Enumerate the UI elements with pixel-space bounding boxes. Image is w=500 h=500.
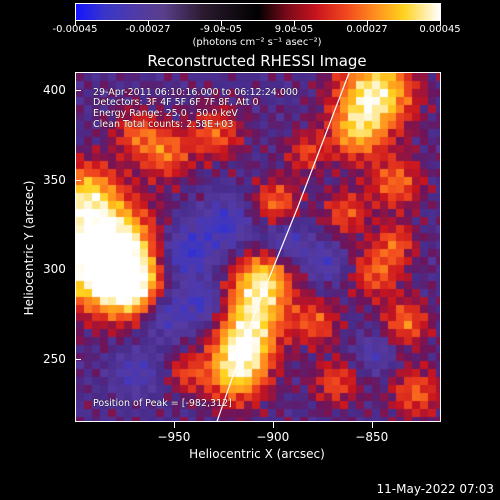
colorbar-tick-label: 0.00027 xyxy=(346,24,388,35)
info-line-detectors: Detectors: 3F 4F 5F 6F 7F 8F, Att 0 xyxy=(93,97,259,108)
y-tick-label: 400 xyxy=(43,82,66,97)
y-tick xyxy=(75,269,81,271)
chart-title: Reconstructed RHESSI Image xyxy=(147,52,367,70)
x-tick-label: −850 xyxy=(355,430,389,444)
info-line-clean: Clean Total counts: 2.58E+03 xyxy=(93,119,234,130)
timestamp: 11-May-2022 07:03 xyxy=(376,482,494,496)
heatmap-image xyxy=(76,73,440,421)
solar-limb-line xyxy=(216,73,350,421)
colorbar-tick xyxy=(440,21,441,26)
colorbar-tick xyxy=(294,21,295,26)
info-line-time: 29-Apr-2011 06:10:16.000 to 06:12:24.000 xyxy=(93,87,298,98)
colorbar-tick xyxy=(148,21,149,26)
plot-area: 29-Apr-2011 06:10:16.000 to 06:12:24.000… xyxy=(75,72,441,422)
colorbar-tick xyxy=(75,21,76,26)
x-tick xyxy=(272,422,274,428)
peak-position-text: Position of Peak = [-982,312] xyxy=(93,398,232,409)
colorbar-tick-label: -0.00045 xyxy=(52,24,98,35)
colorbar-tick-label: -0.00027 xyxy=(125,24,171,35)
colorbar-units: (photons cm⁻² s⁻¹ asec⁻²) xyxy=(192,37,322,48)
plot-overlay xyxy=(216,73,350,421)
colorbar-tick xyxy=(367,21,368,26)
y-tick xyxy=(75,179,81,181)
colorbar-tick xyxy=(221,21,222,26)
colorbar-tick-label: 0.00045 xyxy=(419,24,461,35)
y-tick xyxy=(75,89,81,91)
y-axis-label: Heliocentric Y (arcsec) xyxy=(22,180,36,316)
x-tick-label: −900 xyxy=(256,430,290,444)
x-tick xyxy=(371,422,373,428)
y-tick-label: 350 xyxy=(43,172,66,187)
y-tick xyxy=(75,359,81,361)
x-axis-label: Heliocentric X (arcsec) xyxy=(189,447,325,461)
x-tick xyxy=(173,422,175,428)
colorbar-tick-label: 9.0e-05 xyxy=(274,24,314,35)
info-line-energy: Energy Range: 25.0 - 50.0 keV xyxy=(93,108,238,119)
colorbar xyxy=(75,3,441,21)
colorbar-tick-label: -9.0e-05 xyxy=(200,24,242,35)
x-tick-label: −950 xyxy=(157,430,191,444)
y-tick-label: 250 xyxy=(43,352,66,367)
y-tick-label: 300 xyxy=(43,262,66,277)
